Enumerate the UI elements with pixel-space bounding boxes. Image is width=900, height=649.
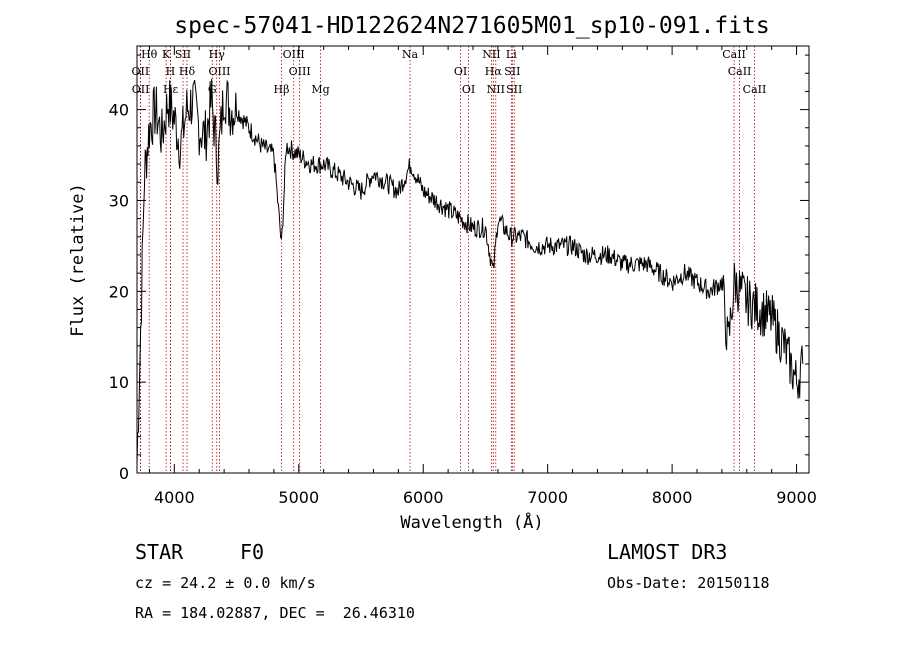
y-axis-ticks: 0 10 20 30 40 bbox=[109, 54, 809, 483]
emission-line-label: Na bbox=[402, 48, 419, 61]
y-tick-label: 10 bbox=[109, 373, 129, 392]
x-tick-label: 7000 bbox=[527, 488, 568, 507]
chart-title: spec-57041-HD122624N271605M01_sp10-091.f… bbox=[174, 13, 769, 39]
emission-line-label: NII bbox=[487, 83, 505, 96]
x-tick-label: 4000 bbox=[154, 488, 195, 507]
emission-line-label: OIII bbox=[283, 48, 305, 61]
x-axis-ticks: 4000 5000 6000 7000 8000 9000 bbox=[148, 46, 817, 507]
emission-line-label: OIII bbox=[289, 65, 311, 78]
plot-frame bbox=[136, 45, 810, 474]
emission-line-label: Hγ bbox=[209, 48, 226, 61]
emission-line-label: Mg bbox=[311, 83, 329, 96]
emission-line-label: OII bbox=[132, 65, 150, 78]
x-tick-label: 9000 bbox=[776, 488, 817, 507]
emission-line-label: Hα bbox=[485, 65, 503, 78]
emission-line-label: CaII bbox=[722, 48, 746, 61]
emission-line-label: OII bbox=[132, 83, 150, 96]
emission-line-label: OI bbox=[462, 83, 475, 96]
spectrum-series bbox=[136, 78, 804, 465]
emission-line-label: CaII bbox=[743, 83, 767, 96]
emission-line-label: Hβ bbox=[274, 83, 290, 96]
x-tick-label: 6000 bbox=[403, 488, 444, 507]
object-class: STAR bbox=[135, 540, 184, 564]
emission-line-label: K bbox=[162, 48, 171, 61]
emission-line-label: OIII bbox=[208, 65, 230, 78]
x-tick-label: 5000 bbox=[278, 488, 319, 507]
y-tick-label: 20 bbox=[109, 282, 129, 301]
emission-line-label: SII bbox=[506, 83, 522, 96]
y-tick-label: 40 bbox=[109, 101, 129, 120]
emission-line-label: NII bbox=[482, 48, 500, 61]
y-tick-label: 30 bbox=[109, 191, 129, 210]
y-axis-label: Flux (relative) bbox=[68, 183, 88, 337]
emission-line-label: SII bbox=[175, 48, 191, 61]
obs-date: Obs-Date: 20150118 bbox=[607, 574, 770, 592]
emission-line-label: Hδ bbox=[179, 65, 196, 78]
emission-line-label: Hθ bbox=[141, 48, 158, 61]
survey-name: LAMOST DR3 bbox=[607, 540, 728, 564]
spectrum-line bbox=[136, 78, 804, 465]
y-tick-label: 0 bbox=[119, 464, 129, 483]
coordinates: RA = 184.02887, DEC = 26.46310 bbox=[135, 604, 415, 622]
emission-line-label: CaII bbox=[728, 65, 752, 78]
emission-line-label: OI bbox=[454, 65, 467, 78]
spectral-subclass: F0 bbox=[240, 540, 265, 564]
emission-line-label: Li bbox=[506, 48, 517, 61]
velocity-readout: cz = 24.2 ± 0.0 km/s bbox=[135, 574, 316, 592]
emission-line-label: H bbox=[166, 65, 176, 78]
x-axis-label: Wavelength (Å) bbox=[400, 511, 543, 533]
x-tick-label: 8000 bbox=[652, 488, 693, 507]
emission-lines bbox=[139, 46, 755, 473]
emission-line-label: SII bbox=[504, 65, 520, 78]
